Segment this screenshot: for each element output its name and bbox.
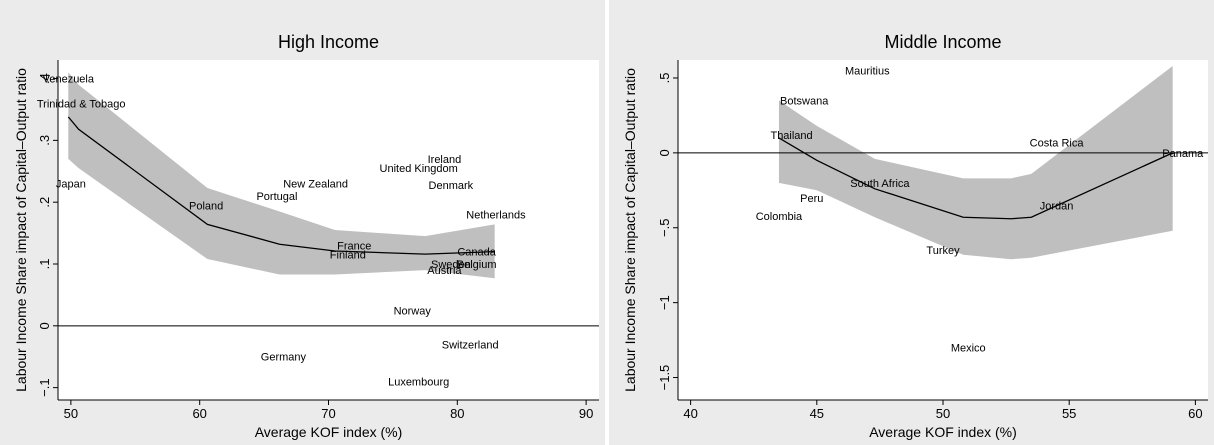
y-tick-label: .1 <box>37 259 52 270</box>
point-label-trinidad-tobago: Trinidad & Tobago <box>37 98 126 110</box>
point-label-panama: Panama <box>1162 148 1204 160</box>
point-label-japan: Japan <box>56 179 86 191</box>
fit-line <box>778 137 1173 220</box>
point-label-france: France <box>337 240 371 252</box>
fit-line <box>67 116 495 255</box>
x-tick-label: 60 <box>1188 406 1202 421</box>
point-label-belgium: Belgium <box>457 259 497 271</box>
high-income-chart-svg: High Income Venezuela Trinidad & Tobago Jap… <box>13 32 599 440</box>
point-label-new-zealand: New Zealand <box>283 179 348 191</box>
confidence-band <box>778 65 1173 260</box>
point-label-colombia: Colombia <box>756 211 803 223</box>
y-tick-label: .2 <box>37 197 52 208</box>
y-tick-label: .5 <box>657 73 672 84</box>
y-tick-label: 0 <box>37 322 52 329</box>
y-tick-label: −.5 <box>657 219 672 237</box>
x-tick-label: 40 <box>683 406 697 421</box>
y-tick-label: −1.5 <box>657 365 672 391</box>
x-axis-title: Average KOF index (%) <box>255 424 403 440</box>
point-label-norway: Norway <box>394 305 432 317</box>
chart-panel-middle-income: Middle Income Mauritius Botswana Thailand Co… <box>609 0 1214 445</box>
chart-title: High Income <box>278 32 379 52</box>
point-label-germany: Germany <box>261 352 307 364</box>
chart-title: Middle Income <box>884 32 1001 52</box>
y-axis-title: Labour Income Share impact of Capital–Ou… <box>13 68 29 392</box>
x-tick-label: 50 <box>936 406 950 421</box>
point-label-austria: Austria <box>427 265 462 277</box>
confidence-band <box>68 72 495 279</box>
x-axis-title: Average KOF index (%) <box>869 424 1017 440</box>
point-label-luxembourg: Luxembourg <box>388 376 449 388</box>
x-tick-label: 70 <box>321 406 335 421</box>
point-label-peru: Peru <box>800 193 823 205</box>
y-tick-label: 0 <box>657 149 672 156</box>
point-label-switzerland: Switzerland <box>442 339 499 351</box>
point-label-portugal: Portugal <box>256 191 297 203</box>
x-tick-label: 90 <box>579 406 593 421</box>
point-label-denmark: Denmark <box>429 180 474 192</box>
point-label-venezuela: Venezuela <box>43 74 95 86</box>
point-label-poland: Poland <box>189 200 223 212</box>
y-axis-title: Labour Income Share impact of Capital–Ou… <box>622 68 638 392</box>
point-label-botswana: Botswana <box>780 95 829 107</box>
x-tick-label: 50 <box>64 406 78 421</box>
x-tick-label: 60 <box>192 406 206 421</box>
point-label-south-africa: South Africa <box>850 178 910 190</box>
chart-panel-high-income: High Income Venezuela Trinidad & Tobago Jap… <box>0 0 605 445</box>
middle-income-chart-svg: Middle Income Mauritius Botswana Thailand Co… <box>622 32 1208 440</box>
x-tick-label: 45 <box>810 406 824 421</box>
point-label-mauritius: Mauritius <box>845 65 890 77</box>
y-tick-label: −.1 <box>37 378 52 396</box>
point-label-netherlands: Netherlands <box>466 210 526 222</box>
point-label-canada: Canada <box>457 247 496 259</box>
x-tick-label: 80 <box>450 406 464 421</box>
point-label-mexico: Mexico <box>951 343 986 355</box>
y-tick-label: −1 <box>657 295 672 310</box>
point-label-sweden: Sweden <box>431 259 471 271</box>
point-label-costa-rica: Costa Rica <box>1030 137 1085 149</box>
y-tick-label: .3 <box>37 135 52 146</box>
point-label-finland: Finland <box>330 250 366 262</box>
point-label-jordan: Jordan <box>1040 200 1074 212</box>
point-label-united-kingdom: United Kingdom <box>380 163 458 175</box>
point-label-ireland: Ireland <box>428 154 462 166</box>
y-tick-label: .4 <box>37 73 52 84</box>
point-label-turkey: Turkey <box>926 245 960 257</box>
point-label-thailand: Thailand <box>770 130 812 142</box>
x-tick-label: 55 <box>1062 406 1076 421</box>
